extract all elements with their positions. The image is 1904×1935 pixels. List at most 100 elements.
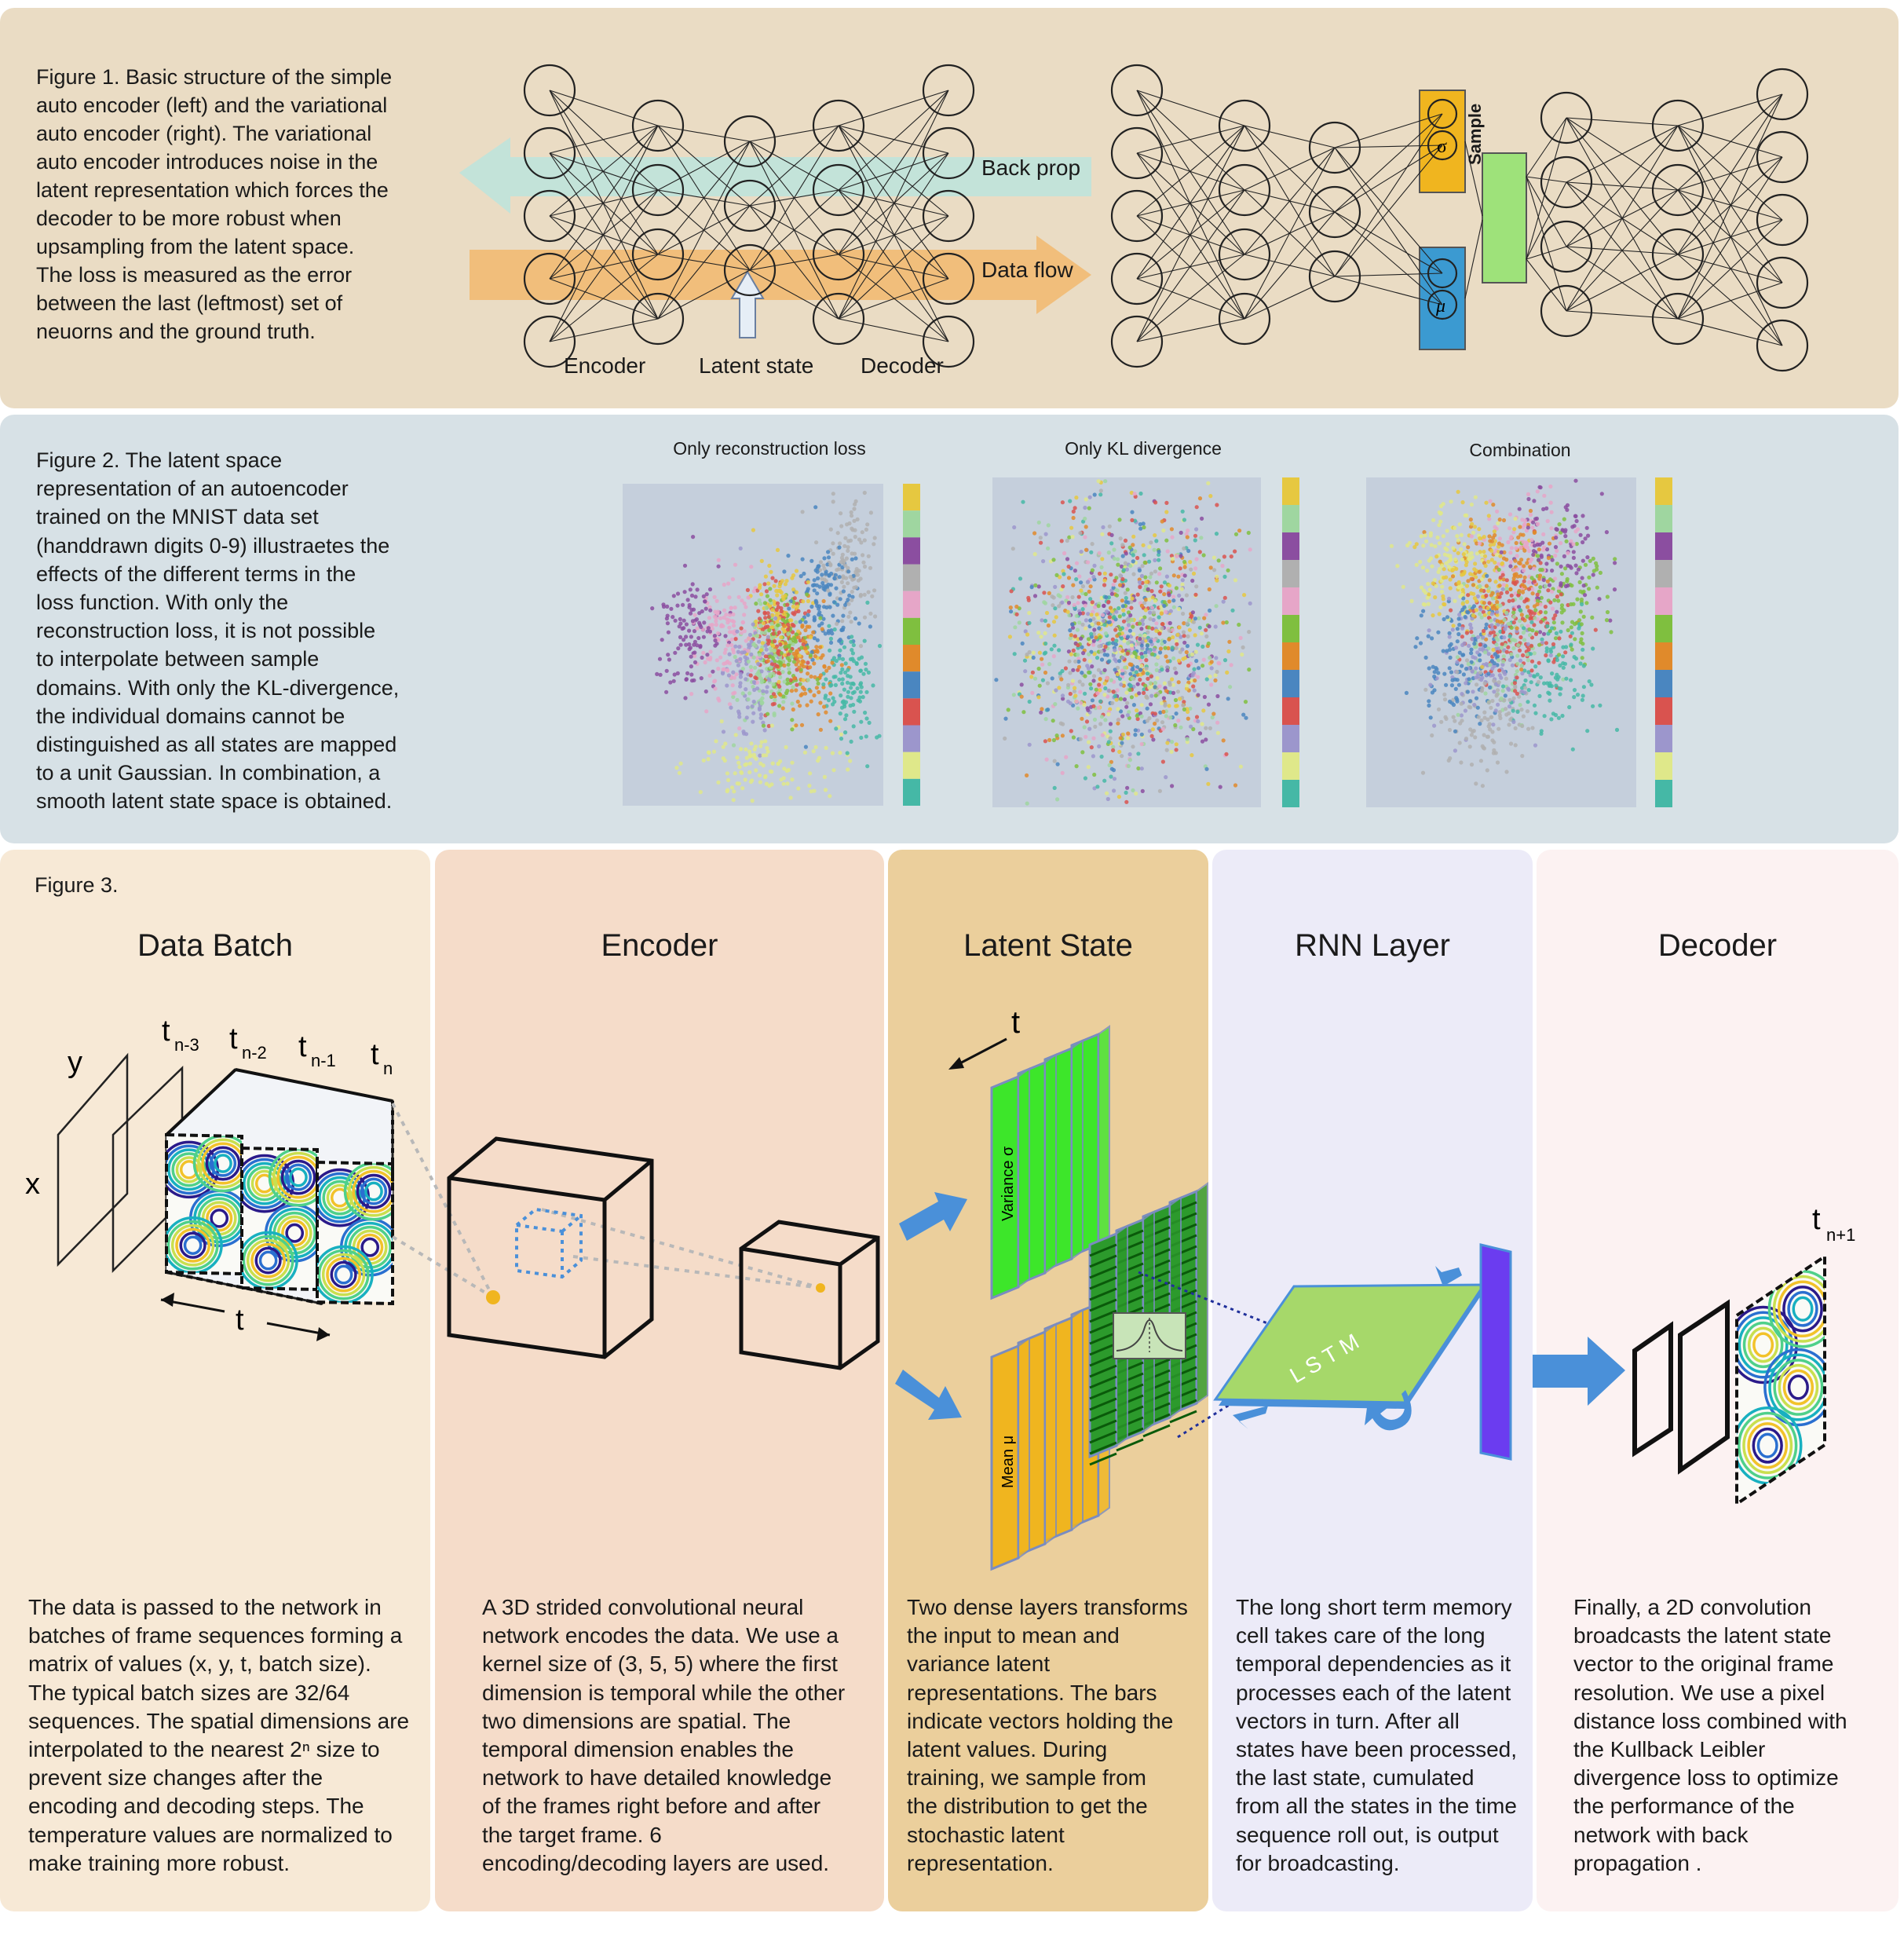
colorbar-swatch xyxy=(903,698,920,726)
mean-label: Mean μ xyxy=(1000,1436,1017,1488)
colorbar-swatch xyxy=(903,510,920,538)
colorbar-swatch xyxy=(1282,587,1299,615)
vae-neuron xyxy=(1110,126,1164,180)
vae-neuron xyxy=(1110,189,1164,243)
variance-bars xyxy=(990,1025,1110,1300)
colorbar-swatch xyxy=(903,725,920,752)
latent-t-arrow xyxy=(948,1037,1007,1070)
vae-neuron xyxy=(1308,121,1361,174)
colorbar-swatch xyxy=(1282,752,1299,780)
ae-neuron xyxy=(631,228,685,281)
decoder-arrow xyxy=(1533,1337,1625,1406)
projection-lines xyxy=(391,1103,821,1299)
colorbar-swatch xyxy=(1655,560,1672,587)
colorbar-swatch xyxy=(1655,725,1672,752)
colorbar-swatch xyxy=(1282,780,1299,807)
vae-neuron xyxy=(1110,64,1164,117)
colorbar-swatch xyxy=(1282,725,1299,752)
vae-neuron xyxy=(1218,228,1271,281)
x-axis-label: x xyxy=(25,1168,40,1201)
vae-neuron xyxy=(1756,130,1809,184)
data-cube xyxy=(165,1068,394,1306)
scatter-plot-3 xyxy=(1366,477,1672,807)
lstm-cell xyxy=(1213,1283,1486,1409)
figure-3-label: Figure 3. xyxy=(35,873,119,897)
source-voxel xyxy=(486,1290,500,1304)
figure-1-caption: Figure 1. Basic structure of the simple … xyxy=(36,65,393,343)
ae-neuron xyxy=(812,99,865,152)
frame-time-labels: t n-3 t n-2 t n-1 t n xyxy=(162,1015,393,1078)
vae-neuron xyxy=(1218,292,1271,346)
vae-neuron xyxy=(1651,99,1705,152)
sigma-box xyxy=(1419,90,1466,193)
encoder-cube-small xyxy=(739,1220,880,1370)
ae-neuron xyxy=(922,315,975,368)
plot-title-reconstruction: Only reconstruction loss xyxy=(673,438,866,459)
ae-neuron xyxy=(723,115,777,168)
encoder-title: Encoder xyxy=(601,928,718,963)
colorbar-swatch xyxy=(1282,615,1299,642)
back-prop-label: Back prop xyxy=(981,155,1081,180)
colorbar-swatch xyxy=(1282,560,1299,587)
latent-state-label: Latent state xyxy=(699,353,814,378)
scatter-plot-1 xyxy=(623,484,920,806)
latent-pointer-arrow xyxy=(730,270,765,338)
decoder-t-label: t xyxy=(1812,1203,1821,1236)
colorbar-swatch xyxy=(903,591,920,618)
colorbar-swatch xyxy=(1655,532,1672,560)
ae-neuron xyxy=(523,252,576,305)
data-batch-column: Figure 3. Data Batch The data is passed … xyxy=(0,850,430,1911)
vae-neuron xyxy=(1308,250,1361,303)
plot-title-kl: Only KL divergence xyxy=(1065,438,1222,459)
t-sub-n: n xyxy=(383,1059,393,1078)
sample-box xyxy=(1482,152,1527,283)
back-prop-arrow xyxy=(459,137,1091,214)
colorbar-swatch xyxy=(1655,477,1672,505)
decoder-frames xyxy=(1632,1299,1730,1475)
variance-label: Variance σ xyxy=(1000,1146,1017,1221)
colorbar-swatch xyxy=(903,645,920,672)
ae-neuron xyxy=(631,292,685,346)
ae-neuron xyxy=(922,189,975,243)
t-label-n: t xyxy=(371,1038,379,1071)
data-batch-title: Data Batch xyxy=(137,928,293,963)
simple-autoencoder-diagram: σμ xyxy=(459,64,1809,372)
data-batch-t-label: t xyxy=(236,1304,244,1337)
colorbar-swatch xyxy=(903,752,920,779)
t-sub-n-1: n-1 xyxy=(311,1051,336,1070)
ae-neuron xyxy=(812,163,865,217)
ae-neuron xyxy=(812,292,865,346)
latent-state-description: Two dense layers transforms the input to… xyxy=(907,1595,1188,1875)
vae-neuron xyxy=(1651,163,1705,217)
colorbar-swatch xyxy=(1282,697,1299,725)
empty-frame-1 xyxy=(57,1052,129,1267)
colorbar-swatch xyxy=(1655,697,1672,725)
time-arrow xyxy=(160,1293,331,1341)
t-label-n-2: t xyxy=(229,1022,238,1055)
decoder-t-sub: n+1 xyxy=(1826,1225,1855,1245)
plot-title-combination: Combination xyxy=(1469,440,1571,460)
lstm-arrows xyxy=(1233,1266,1462,1431)
colorbar-swatch xyxy=(1655,505,1672,532)
ae-neuron xyxy=(922,64,975,117)
sample-bars xyxy=(1088,1182,1208,1466)
colorbar-swatch xyxy=(903,617,920,645)
ae-neuron xyxy=(922,126,975,180)
data-flow-arrow xyxy=(470,236,1091,314)
data-flow-label: Data flow xyxy=(981,258,1073,282)
y-axis-label: y xyxy=(68,1046,82,1079)
encoder-column: Encoder A 3D strided convolutional neura… xyxy=(435,850,884,1911)
vae-neuron xyxy=(1540,220,1593,273)
ae-neuron xyxy=(812,228,865,281)
vae-neuron xyxy=(1540,284,1593,338)
latent-arrows xyxy=(895,1192,967,1420)
ae-neuron xyxy=(523,126,576,180)
vae-neuron xyxy=(1540,155,1593,209)
vae-neuron xyxy=(1756,68,1809,121)
decoder-output-frame xyxy=(1735,1253,1826,1507)
ae-neuron xyxy=(723,243,777,297)
vae-neuron xyxy=(1651,228,1705,281)
latent-space-scatter-plots xyxy=(623,477,1672,807)
sigma-symbol: σ xyxy=(1437,137,1447,157)
colorbar-swatch xyxy=(1655,780,1672,807)
